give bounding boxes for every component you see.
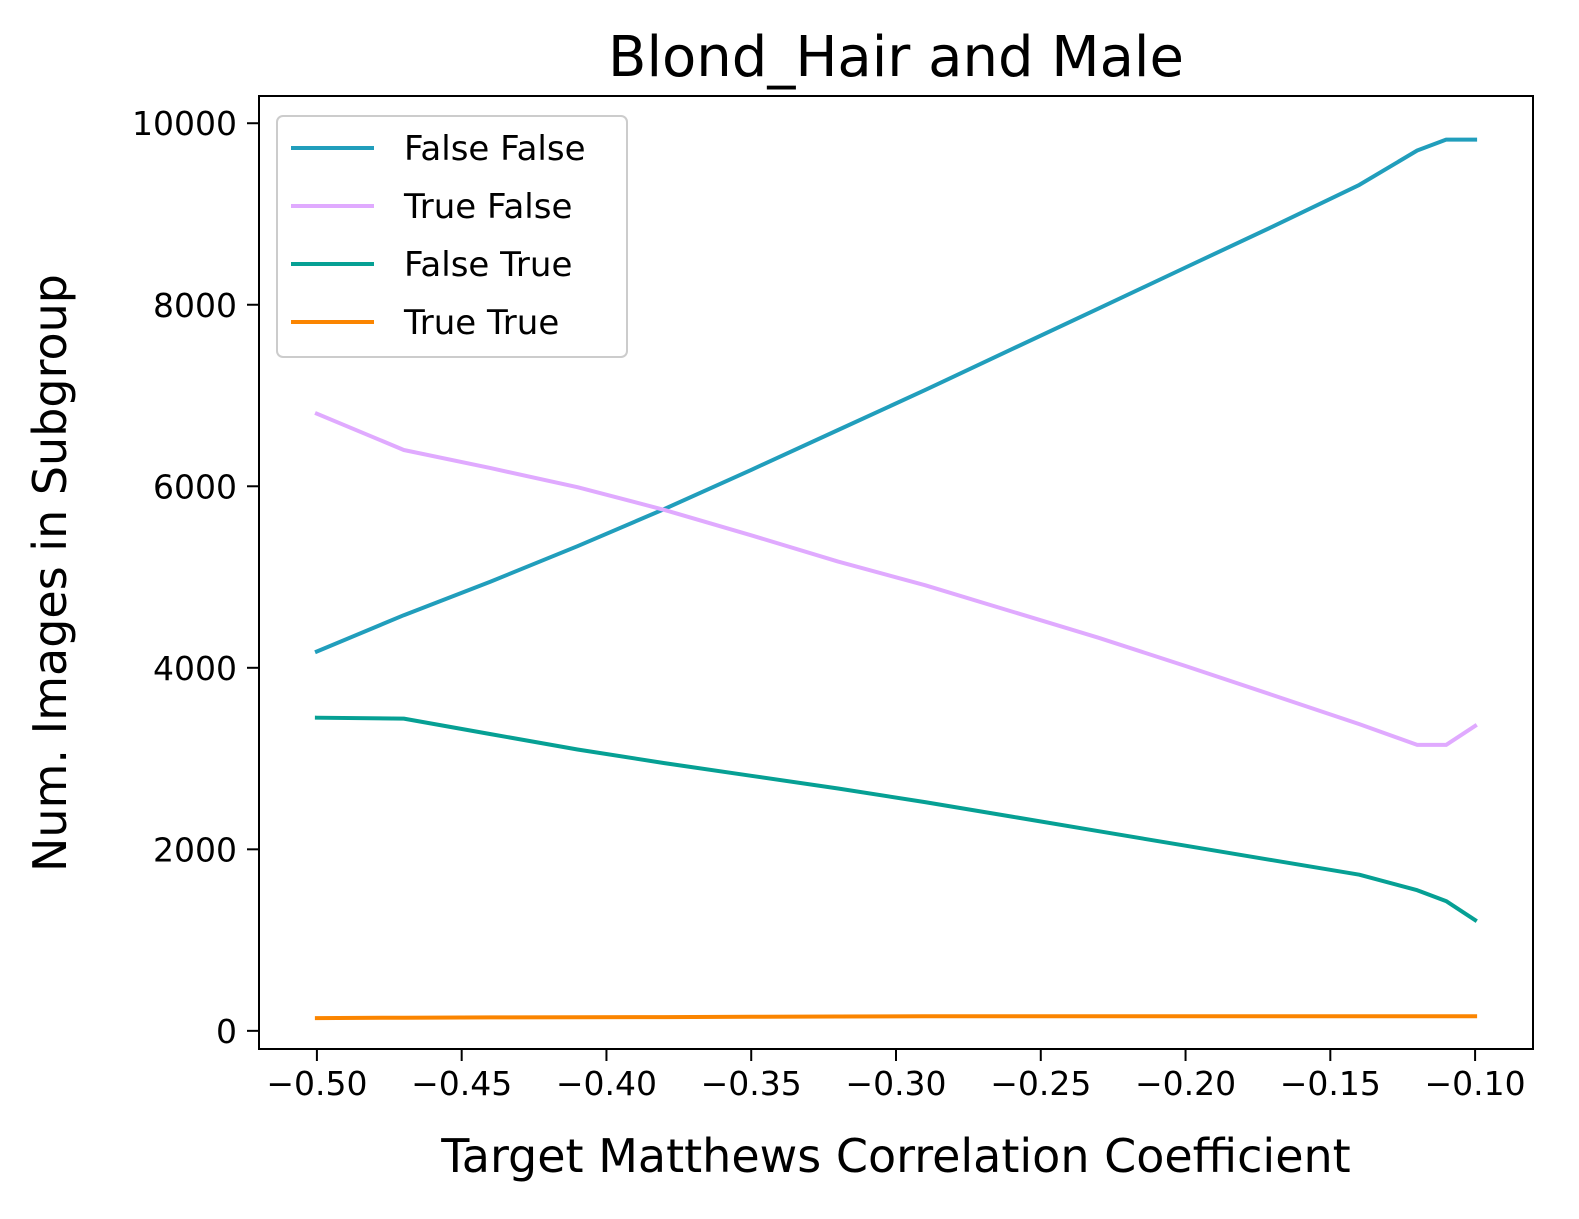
x-tick-label: −0.20: [1135, 1064, 1236, 1103]
x-tick-label: −0.10: [1425, 1064, 1526, 1103]
legend-box: [276, 115, 628, 358]
x-axis-label: Target Matthews Correlation Coefficient: [440, 1129, 1350, 1183]
x-tick-label: −0.25: [990, 1064, 1091, 1103]
chart-title: Blond_Hair and Male: [608, 25, 1184, 90]
x-tick-label: −0.45: [411, 1064, 512, 1103]
y-tick-label: 2000: [153, 830, 237, 869]
y-tick-label: 4000: [153, 649, 237, 688]
series-line-2: [314, 715, 1478, 923]
x-tick-label: −0.40: [556, 1064, 657, 1103]
y-tick-label: 8000: [153, 286, 237, 325]
y-tick-label: 0: [216, 1012, 237, 1051]
legend: False False True False False True True True: [276, 115, 628, 358]
x-tick-label: −0.15: [1280, 1064, 1381, 1103]
axes-layer: −0.50 −0.45 −0.40 −0.35 −0.30 −0.25 −0.20 −0.15…: [132, 95, 1534, 1103]
x-tick-label: −0.35: [701, 1064, 802, 1103]
series-layer: [314, 137, 1478, 1021]
series-line-1: [314, 411, 1478, 747]
x-tick-label: −0.50: [266, 1064, 367, 1103]
legend-label-0: False False: [404, 129, 586, 169]
legend-label-1: True False: [403, 187, 572, 227]
series-line-3: [314, 1014, 1478, 1021]
y-tick-label: 10000: [132, 104, 237, 143]
x-tick-label: −0.30: [845, 1064, 946, 1103]
legend-label-2: False True: [404, 245, 572, 285]
legend-label-3: True True: [403, 303, 559, 343]
y-tick-label: 6000: [153, 467, 237, 506]
y-axis-label: Num. Images in Subgroup: [23, 274, 77, 872]
series-line-0: [314, 137, 1478, 655]
